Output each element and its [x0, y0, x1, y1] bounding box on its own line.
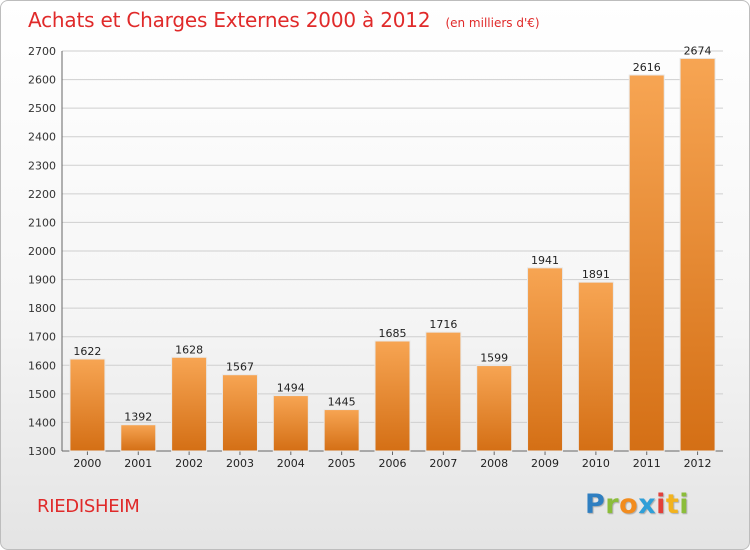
y-tick-label: 1400 [28, 416, 56, 429]
x-tick-label: 2007 [429, 457, 457, 470]
x-tick-label: 2008 [480, 457, 508, 470]
x-tick-labels: 2000 2001 2002 2003 2004 2005 2006 2007 2008 2009… [73, 457, 711, 470]
y-tick-label: 2000 [28, 245, 56, 258]
logo-letter: i [679, 489, 690, 520]
x-tick-label: 2004 [277, 457, 305, 470]
data-labels: 1622 1392 1628 1567 1494 1445 1685 1716 1599 1941… [73, 44, 711, 423]
data-label: 1891 [582, 268, 610, 281]
bar [527, 267, 564, 452]
y-tick-label: 2200 [28, 188, 56, 201]
y-tick-label: 2300 [28, 159, 56, 172]
y-tick-label: 2500 [28, 102, 56, 115]
data-label: 1685 [379, 327, 407, 340]
bar [171, 356, 208, 452]
data-label: 1494 [277, 382, 305, 395]
y-tick-label: 2700 [28, 45, 56, 58]
chart-subtitle: (en milliers d'€) [445, 16, 540, 30]
bar [120, 424, 157, 452]
bar [221, 374, 258, 452]
logo-letter: P [585, 489, 606, 520]
bar [425, 331, 462, 452]
bar [272, 395, 309, 452]
bar [577, 281, 614, 452]
y-tick-label: 2400 [28, 131, 56, 144]
chart-title: Achats et Charges Externes 2000 à 2012 [28, 8, 431, 32]
y-tick-label: 2100 [28, 216, 56, 229]
y-tick-label: 1900 [28, 274, 56, 287]
y-tick-label: 2600 [28, 74, 56, 87]
bars [69, 57, 716, 452]
proxiti-logo: Proxiti [585, 489, 689, 520]
y-tick-label: 1300 [28, 445, 56, 458]
bar [323, 409, 360, 452]
data-label: 2616 [633, 61, 661, 74]
data-label: 1599 [480, 352, 508, 365]
bar [374, 340, 411, 452]
y-tick-label: 1500 [28, 388, 56, 401]
x-tick-label: 2001 [124, 457, 152, 470]
y-tick-labels: 1300 1400 1500 1600 1700 1800 1900 2000 2100 2200… [28, 45, 56, 458]
x-tick-label: 2011 [633, 457, 661, 470]
x-tick-label: 2002 [175, 457, 203, 470]
logo-letter: r [605, 489, 620, 520]
logo-letter: i [656, 489, 666, 520]
data-label: 1392 [124, 411, 152, 424]
bar [476, 365, 513, 452]
logo-letter: t [665, 489, 680, 520]
bar [679, 57, 716, 452]
bar [69, 358, 106, 452]
data-label: 2674 [684, 44, 712, 57]
bar [628, 74, 665, 452]
x-tick-label: 2005 [328, 457, 356, 470]
data-label: 1622 [73, 345, 101, 358]
y-tick-label: 1700 [28, 331, 56, 344]
x-tick-label: 2006 [379, 457, 407, 470]
y-tick-label: 1600 [28, 359, 56, 372]
logo-letter: o [619, 489, 639, 520]
location-name: RIEDISHEIM [37, 496, 140, 517]
x-tick-label: 2009 [531, 457, 559, 470]
data-label: 1941 [531, 254, 559, 267]
y-tick-label: 1800 [28, 302, 56, 315]
x-tick-label: 2000 [73, 457, 101, 470]
x-tick-label: 2003 [226, 457, 254, 470]
data-label: 1445 [328, 396, 356, 409]
data-label: 1567 [226, 361, 254, 374]
data-label: 1628 [175, 343, 203, 356]
data-label: 1716 [429, 318, 457, 331]
x-tick-label: 2012 [684, 457, 712, 470]
chart-title-block: Achats et Charges Externes 2000 à 2012 (… [28, 8, 540, 32]
x-tick-label: 2010 [582, 457, 610, 470]
logo-letter: x [638, 489, 657, 520]
